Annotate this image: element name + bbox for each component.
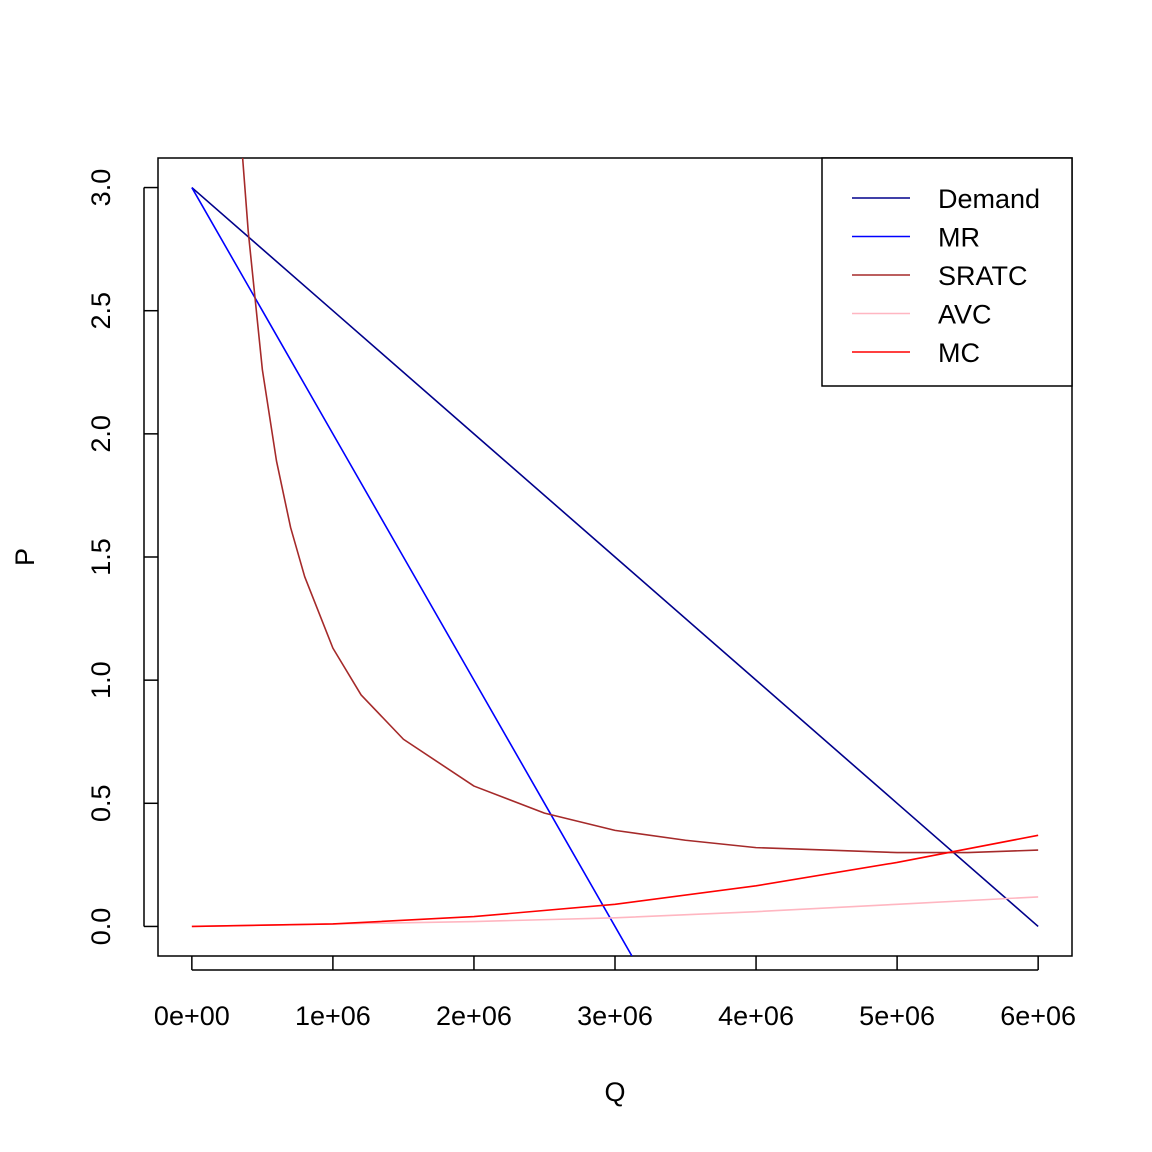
series-line-avc bbox=[191, 896, 1039, 928]
y-tick-label: 0.5 bbox=[86, 785, 116, 823]
legend-label: SRATC bbox=[938, 261, 1028, 291]
series-line-mc bbox=[191, 834, 1039, 928]
y-tick-label: 1.0 bbox=[86, 661, 116, 699]
x-tick-label: 0e+00 bbox=[154, 1001, 230, 1031]
legend: Demand MR SRATC AVC MC bbox=[821, 157, 1073, 387]
series-line-sratc bbox=[241, 158, 1039, 854]
legend-label: MC bbox=[938, 338, 980, 368]
legend-label: AVC bbox=[938, 300, 992, 330]
y-tick-label: 2.0 bbox=[86, 415, 116, 453]
series-line-demand bbox=[191, 186, 1039, 928]
x-axis-label: Q bbox=[604, 1077, 625, 1107]
y-tick-label: 2.5 bbox=[86, 292, 116, 330]
x-tick-label: 2e+06 bbox=[436, 1001, 512, 1031]
series-layer bbox=[191, 158, 1039, 956]
x-tick-label: 6e+06 bbox=[1000, 1001, 1076, 1031]
legend-label: Demand bbox=[938, 184, 1040, 214]
x-axis: 0e+00 1e+06 2e+06 3e+06 4e+06 5e+06 6e+06 bbox=[154, 956, 1076, 1031]
y-tick-label: 0.0 bbox=[86, 908, 116, 946]
series-line-mr bbox=[191, 187, 633, 956]
x-tick-label: 4e+06 bbox=[718, 1001, 794, 1031]
legend-box bbox=[821, 157, 1073, 387]
y-axis: 0.0 0.5 1.0 1.5 2.0 2.5 3.0 bbox=[86, 169, 158, 945]
legend-label: MR bbox=[938, 223, 980, 253]
x-tick-label: 3e+06 bbox=[577, 1001, 653, 1031]
x-tick-label: 1e+06 bbox=[295, 1001, 371, 1031]
y-tick-label: 1.5 bbox=[86, 538, 116, 576]
x-tick-label: 5e+06 bbox=[859, 1001, 935, 1031]
y-tick-label: 3.0 bbox=[86, 169, 116, 207]
plot-area bbox=[191, 158, 1039, 956]
y-axis-label: P bbox=[10, 548, 40, 566]
